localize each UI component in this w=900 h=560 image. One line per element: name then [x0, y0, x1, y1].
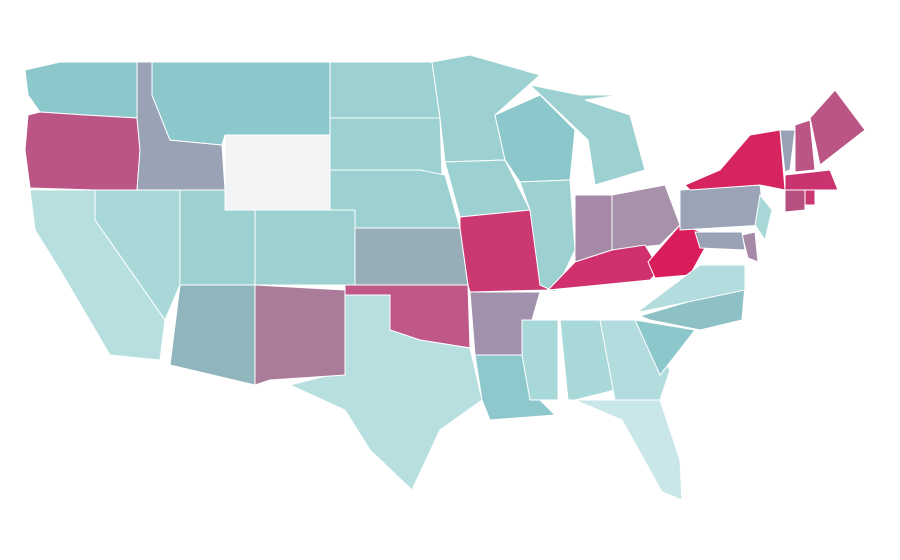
region: [574, 399, 683, 501]
region: [29, 189, 166, 361]
region: [254, 209, 356, 286]
region: [804, 189, 816, 206]
region: [754, 193, 773, 242]
region: [329, 61, 441, 119]
region: [779, 129, 796, 173]
region: [684, 129, 786, 191]
region: [611, 184, 681, 251]
region: [639, 264, 746, 313]
region: [521, 319, 559, 401]
region: [794, 119, 816, 173]
region: [528, 84, 646, 186]
region: [809, 89, 866, 166]
region: [24, 111, 141, 191]
region: [784, 189, 806, 213]
region: [694, 231, 746, 251]
region: [741, 231, 759, 263]
region: [599, 319, 671, 401]
region: [784, 169, 839, 191]
region: [634, 319, 696, 376]
region: [519, 179, 576, 293]
region: [354, 227, 469, 286]
region: [254, 284, 346, 386]
region: [151, 61, 331, 146]
region: [647, 224, 713, 279]
region: [224, 134, 331, 211]
region: [559, 319, 616, 401]
region: [24, 61, 138, 119]
region: [329, 117, 443, 176]
region: [679, 184, 766, 231]
